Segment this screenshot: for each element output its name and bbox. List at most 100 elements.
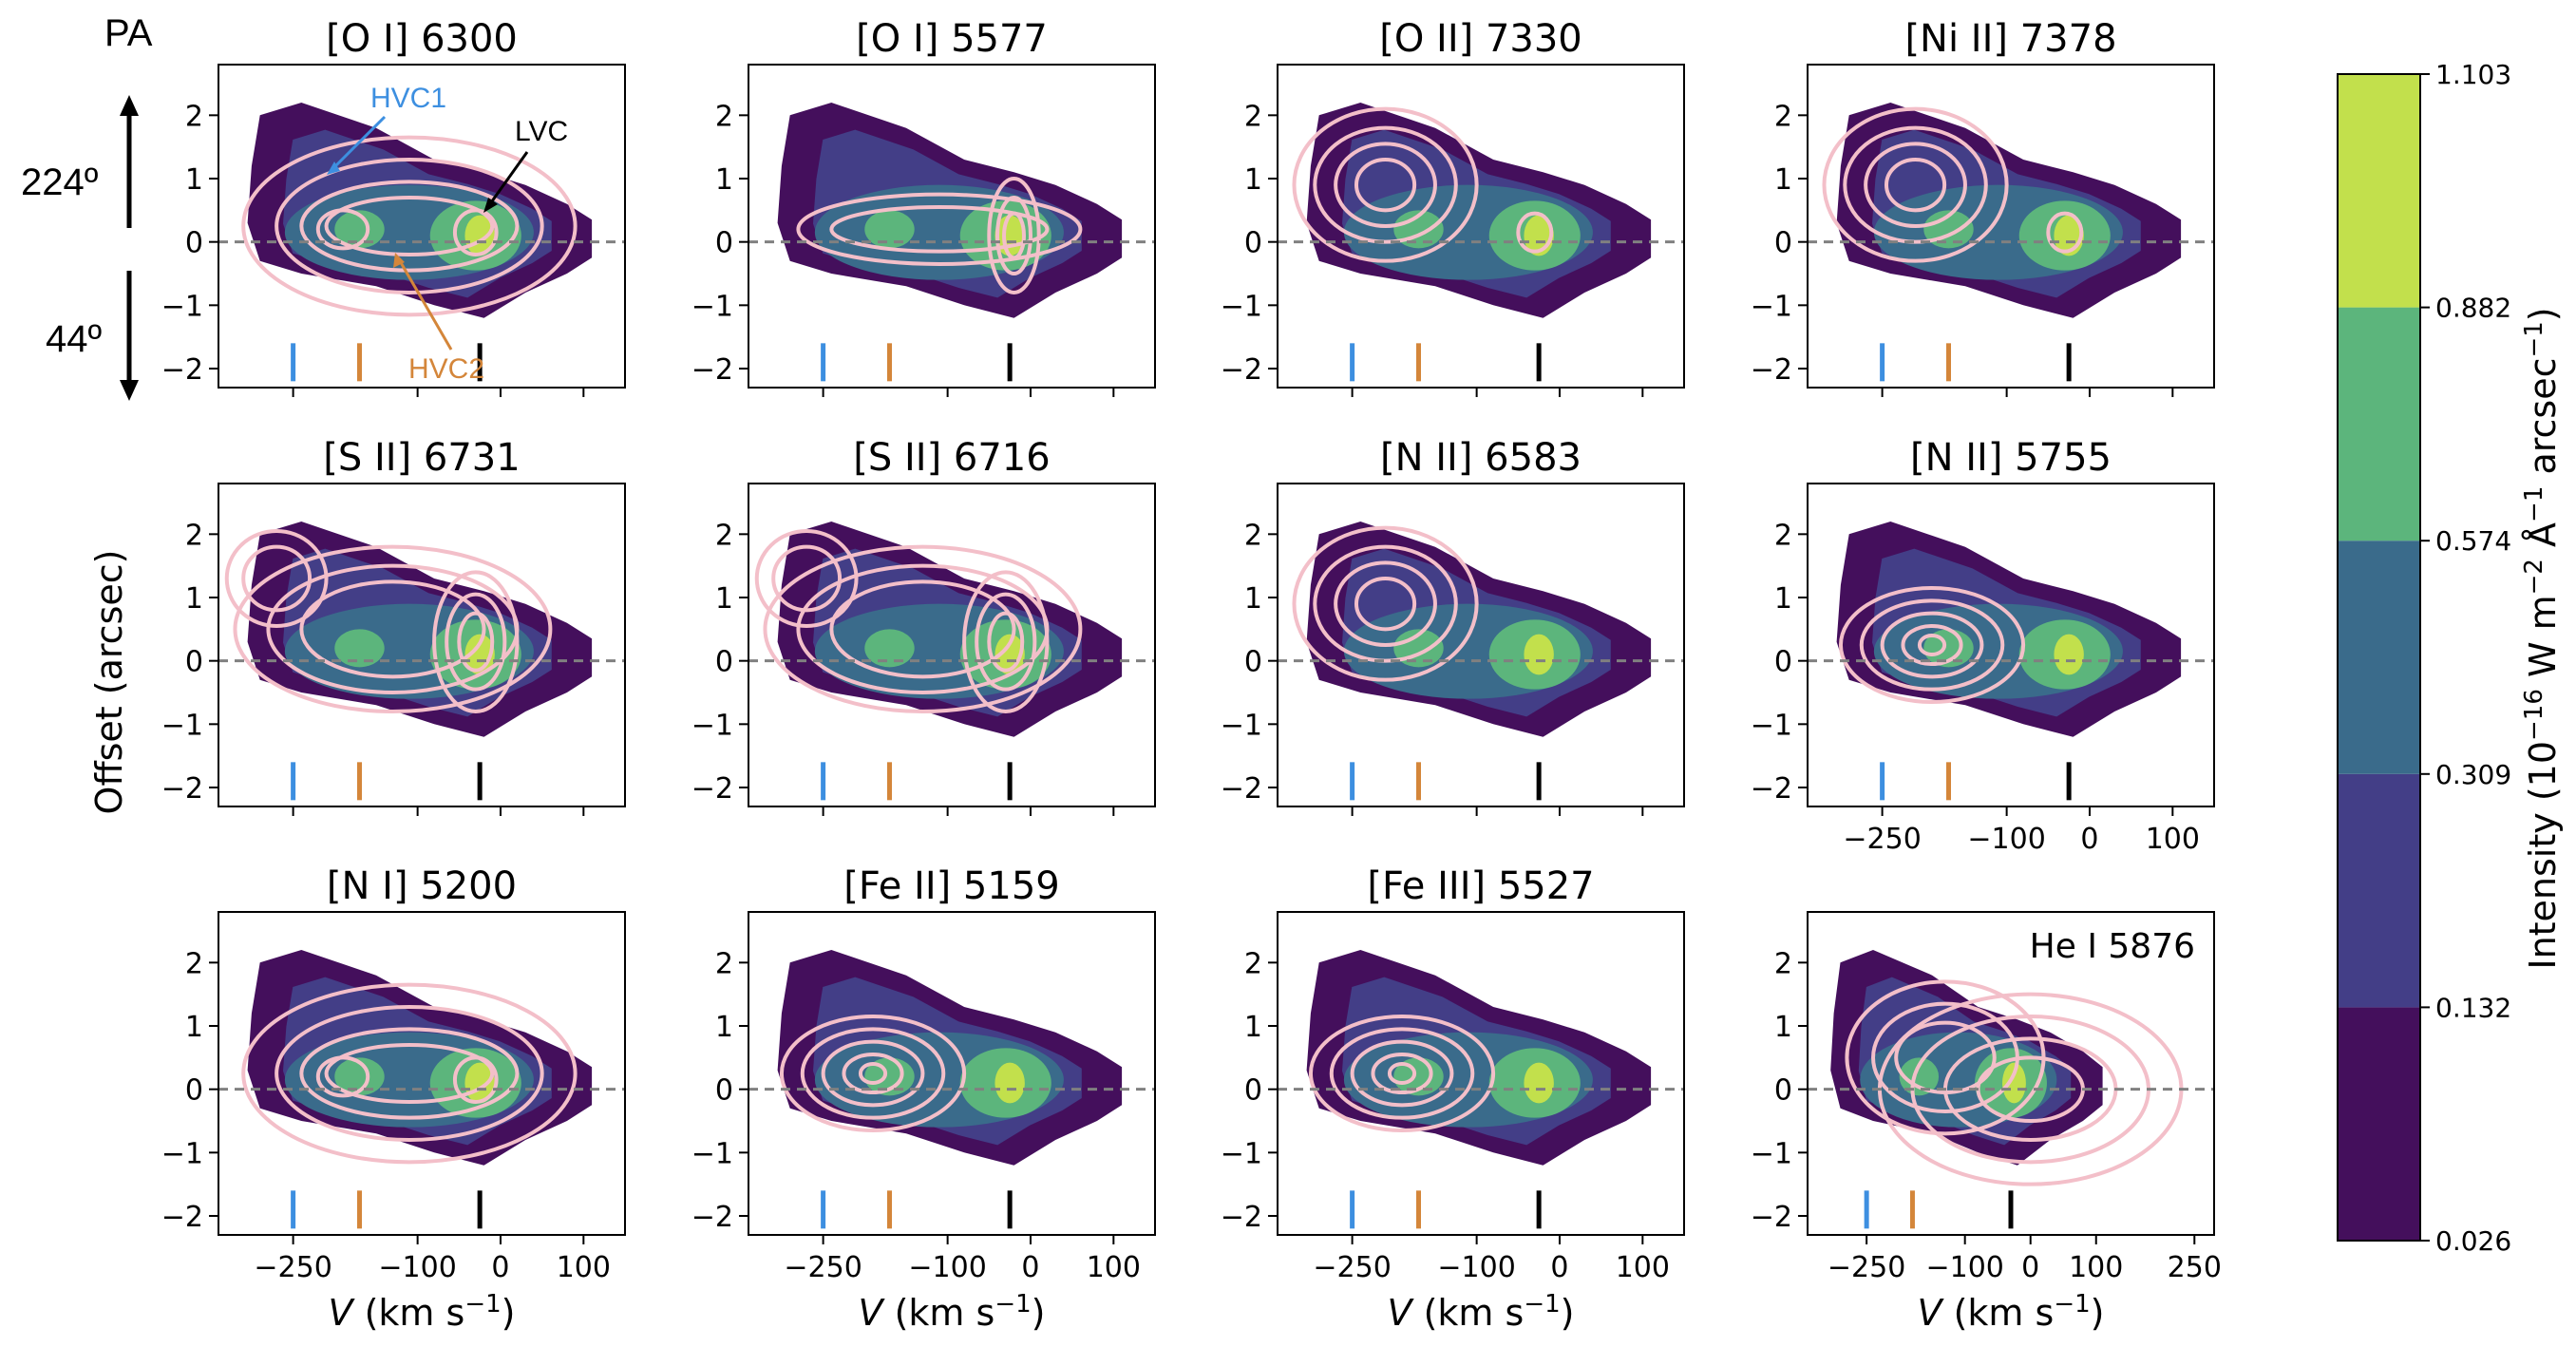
line-contours (1838, 586, 2026, 704)
contour (962, 570, 1050, 714)
lvc-arrowhead (483, 198, 498, 213)
y-tick-label: 1 (1244, 1011, 1262, 1044)
contour (452, 1055, 499, 1104)
colorbar-band (2338, 541, 2420, 774)
axes-frame (218, 911, 626, 1236)
panel-4: 2 1 0 −1 −2 [Ni II] 7378 (1751, 17, 2215, 397)
contour (1002, 211, 1026, 260)
axes-frame (218, 483, 626, 807)
y-tick-label: 2 (1244, 947, 1262, 980)
panel-title: [O I] 5577 (856, 17, 1048, 61)
x-tick-label: −250 (254, 1251, 331, 1284)
hvc1-arrow (331, 115, 387, 171)
y-tick-label: −1 (161, 1137, 203, 1170)
colorbar-tick-label: 0.309 (2435, 759, 2511, 790)
x-tick-label: 100 (1616, 1251, 1670, 1284)
contour (457, 611, 495, 673)
panel-title: [N II] 6583 (1380, 436, 1582, 480)
line-contours (1822, 106, 2084, 263)
contour (858, 1062, 888, 1085)
contour (1843, 125, 1988, 244)
y-tick-label: −2 (691, 353, 733, 387)
hvc2-annotation: HVC2 (408, 353, 484, 385)
x-tick-label: 0 (1550, 1251, 1568, 1284)
contour (1354, 577, 1417, 632)
x-tick-label: −100 (1437, 1251, 1515, 1284)
contour (829, 205, 1050, 254)
contour (1859, 598, 2005, 692)
contour (1313, 125, 1458, 244)
contour (1864, 142, 1967, 229)
contour (1917, 634, 1947, 656)
plot-area (748, 522, 1155, 801)
y-tick-label: 0 (1774, 227, 1792, 260)
y-tick-label: 0 (1244, 1074, 1262, 1108)
y-tick-label: −2 (1751, 772, 1792, 806)
contour (1516, 211, 1554, 254)
line-contours (1292, 106, 1554, 263)
pa-label: PA (104, 12, 153, 54)
intensity-fill (1306, 950, 1652, 1166)
x-tick-label: −100 (1925, 1251, 2003, 1284)
contour (324, 1043, 495, 1104)
level-5 (2002, 1062, 2026, 1104)
panel-title: He I 5876 (2030, 927, 2195, 966)
x-tick-label: −100 (378, 1251, 456, 1284)
axes-frame (748, 483, 1156, 807)
panel-title: [N I] 5200 (327, 864, 517, 908)
y-tick-label: 1 (715, 1011, 733, 1044)
axes-frame (1277, 911, 1685, 1236)
x-tick-label: −100 (908, 1251, 986, 1284)
y-tick-label: −2 (1221, 1201, 1262, 1234)
y-tick-label: 1 (185, 582, 203, 616)
intensity-fill (1836, 103, 2182, 318)
y-tick-label: 2 (185, 519, 203, 552)
x-tick-label: 100 (2146, 823, 2200, 856)
y-tick-label: 2 (1774, 100, 1792, 133)
lvc-arrow (487, 151, 529, 206)
line-contours (1292, 525, 1479, 682)
x-tick-label: −100 (1967, 823, 2045, 856)
y-tick-label: −1 (691, 1137, 733, 1170)
x-tick-label: 100 (2069, 1251, 2123, 1284)
pa-arrow-down (120, 271, 139, 401)
axes-frame (1807, 483, 2215, 807)
panel-10: 2 1 0 −1 −2 −250 −100 0 100 [Fe II] 5159 V (km s−1… (691, 864, 1156, 1334)
contour (1334, 142, 1437, 229)
y-tick-label: 0 (185, 227, 203, 260)
contour (821, 1039, 925, 1108)
contour (987, 177, 1041, 294)
x-tick-label: 100 (1087, 1251, 1141, 1284)
panel-title: [Fe III] 5527 (1367, 864, 1594, 908)
y-tick-label: 1 (715, 163, 733, 197)
y-tick-label: 2 (185, 100, 203, 133)
contour (1308, 1015, 1496, 1132)
contour (1292, 106, 1479, 263)
y-tick-label: −2 (161, 1201, 203, 1234)
axes-frame (1807, 911, 2215, 1236)
contour (1884, 158, 1947, 213)
line-contours (1308, 1015, 1496, 1132)
contour (233, 544, 553, 713)
contour (1329, 1027, 1475, 1120)
plot-area (748, 103, 1155, 382)
contour (299, 180, 520, 273)
contour (779, 1015, 967, 1132)
line-contours (241, 982, 578, 1165)
y-tick-label: 1 (1774, 163, 1792, 197)
y-tick-label: −1 (691, 709, 733, 742)
y-tick-label: 2 (1244, 519, 1262, 552)
y-tick-label: −1 (1751, 1137, 1792, 1170)
axes-frame (1277, 483, 1685, 807)
colorbar-tick-label: 0.882 (2435, 293, 2511, 324)
contour (1838, 586, 2026, 704)
y-tick-label: 0 (1774, 646, 1792, 679)
contour (1292, 525, 1479, 682)
y-tick-label: −1 (1221, 709, 1262, 742)
level-4b (1899, 1057, 1940, 1096)
axes-frame (1277, 64, 1685, 389)
contour (241, 135, 578, 317)
contour (1387, 1062, 1417, 1085)
contour (1880, 611, 1984, 679)
contour (445, 592, 507, 692)
